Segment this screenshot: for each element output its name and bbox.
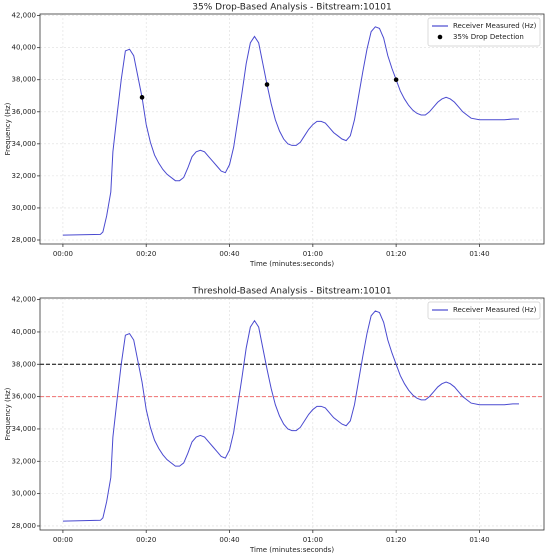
y-tick-label: 34,000: [12, 140, 37, 148]
chart: 35% Drop-Based Analysis - Bitstream:1010…: [4, 3, 545, 268]
y-tick-label: 42,000: [12, 296, 37, 304]
legend-box: [427, 301, 541, 320]
chart-title: 35% Drop-Based Analysis - Bitstream:1010…: [192, 3, 391, 13]
y-tick-label: 38,000: [12, 360, 37, 368]
y-axis-label: Frequency (Hz): [4, 387, 12, 440]
x-tick-label: 01:20: [386, 250, 406, 258]
x-axis-label: Time (minutes:seconds): [249, 546, 334, 554]
drop-point: [393, 77, 399, 83]
legend-label: 35% Drop Detection: [453, 33, 524, 41]
legend-label: Receiver Measured (Hz): [453, 22, 537, 30]
line-series: [62, 310, 520, 522]
line-series: [62, 26, 520, 236]
x-tick-label: 01:00: [303, 250, 323, 258]
y-tick-label: 30,000: [12, 490, 37, 498]
x-tick-label: 01:40: [469, 536, 489, 544]
x-axis-label: Time (minutes:seconds): [249, 260, 334, 268]
y-tick-label: 28,000: [12, 522, 37, 530]
y-axis-label: Frequency (Hz): [4, 102, 12, 155]
y-tick-label: 42,000: [12, 12, 37, 20]
x-tick-label: 01:20: [386, 536, 406, 544]
x-tick-label: 00:00: [53, 536, 73, 544]
x-tick-label: 00:20: [136, 536, 156, 544]
y-tick-label: 30,000: [12, 204, 37, 212]
y-tick-label: 28,000: [12, 236, 37, 244]
x-tick-label: 00:40: [219, 536, 239, 544]
y-tick-label: 36,000: [12, 393, 37, 401]
legend-box: [427, 17, 541, 47]
y-tick-label: 38,000: [12, 76, 37, 84]
y-tick-label: 34,000: [12, 425, 37, 433]
chart-title: Threshold-Based Analysis - Bitstream:101…: [191, 287, 391, 297]
x-tick-label: 00:00: [53, 250, 73, 258]
plot-frame: [39, 13, 545, 245]
y-tick-label: 40,000: [12, 44, 37, 52]
plot-frame: [39, 297, 545, 531]
x-tick-label: 01:40: [469, 250, 489, 258]
y-tick-label: 36,000: [12, 108, 37, 116]
x-tick-label: 00:20: [136, 250, 156, 258]
drop-point: [139, 95, 145, 100]
chart: Threshold-Based Analysis - Bitstream:101…: [4, 287, 545, 554]
legend-marker: [437, 34, 443, 40]
drop-point: [264, 82, 270, 87]
y-tick-label: 32,000: [12, 457, 37, 465]
y-tick-label: 40,000: [12, 328, 37, 336]
x-tick-label: 00:40: [219, 250, 239, 258]
legend-label: Receiver Measured (Hz): [453, 306, 537, 314]
y-tick-label: 32,000: [12, 172, 37, 180]
x-tick-label: 01:00: [303, 536, 323, 544]
